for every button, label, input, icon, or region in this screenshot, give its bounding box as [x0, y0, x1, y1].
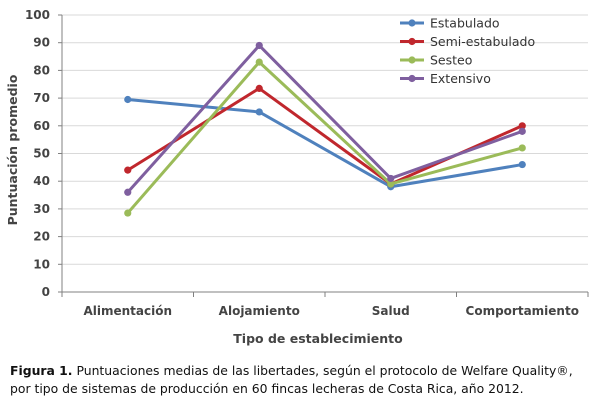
data-point: [124, 209, 132, 217]
legend-item: Semi-estabulado: [400, 34, 535, 49]
data-point: [387, 180, 395, 188]
gridlines: [62, 14, 588, 265]
data-point: [387, 174, 395, 183]
data-point: [124, 95, 132, 104]
x-tick-label: Alimentación: [83, 304, 172, 318]
caption-label: Figura 1.: [10, 363, 73, 378]
series-line: [126, 43, 523, 194]
data-point: [255, 108, 263, 116]
series-line: [127, 97, 523, 189]
axes: [58, 14, 589, 297]
y-tick-label: 90: [33, 36, 50, 50]
legend-item: Estabulado: [400, 16, 500, 31]
legend-swatch-marker: [408, 37, 416, 46]
line-chart: 0 10 20 30 40 50 60 70 80 90 100 Alimentación Aloja…: [5, 8, 589, 346]
data-point: [124, 188, 132, 196]
series-line: [126, 86, 523, 186]
data-point: [255, 41, 263, 50]
legend-label: Extensivo: [430, 71, 491, 86]
y-tick-label: 10: [33, 257, 50, 271]
series-semi-estabulado: [124, 84, 526, 188]
data-point: [255, 58, 263, 66]
caption-text: Puntuaciones medias de las libertades, s…: [10, 363, 573, 396]
legend-label: Sesteo: [430, 53, 472, 68]
data-point: [518, 160, 526, 169]
y-tick-label: 20: [33, 230, 50, 244]
series-extensivo: [124, 41, 526, 196]
series-group: [124, 41, 526, 217]
y-tick-label: 100: [25, 8, 50, 22]
legend-swatch-marker: [408, 74, 416, 83]
y-tick-label: 60: [33, 119, 50, 133]
x-tick-label: Alojamiento: [219, 304, 300, 318]
x-tick-label: Salud: [372, 304, 410, 318]
y-tick-label: 50: [33, 147, 50, 161]
x-tick-labels: Alimentación Alojamiento Salud Comportamien…: [83, 304, 578, 318]
series-line: [126, 60, 523, 215]
legend-item: Extensivo: [400, 71, 491, 86]
y-tick-label: 40: [33, 174, 50, 188]
legend-label: Semi-estabulado: [430, 34, 535, 49]
legend: Estabulado Semi-estabulado Sesteo Extensivo: [400, 16, 535, 86]
legend-swatch-marker: [408, 19, 416, 27]
y-tick-label: 80: [33, 63, 50, 77]
x-tick-label: Comportamiento: [466, 304, 579, 318]
y-tick-label: 0: [42, 285, 50, 299]
data-point: [255, 84, 263, 93]
figure-caption: Figura 1. Puntuaciones medias de las lib…: [10, 362, 595, 398]
y-axis-title: Puntuación promedio: [5, 74, 20, 225]
data-point: [518, 127, 526, 135]
legend-swatch-marker: [408, 56, 416, 64]
legend-label: Estabulado: [430, 16, 500, 31]
legend-item: Sesteo: [400, 53, 472, 68]
data-point: [518, 144, 526, 152]
y-tick-label: 70: [33, 91, 50, 105]
y-tick-labels: 0 10 20 30 40 50 60 70 80 90 100: [25, 8, 50, 299]
data-point: [518, 122, 526, 130]
x-axis-title: Tipo de establecimiento: [233, 331, 403, 346]
y-tick-label: 30: [33, 202, 50, 216]
data-point: [124, 166, 132, 174]
series-sesteo: [124, 58, 526, 217]
